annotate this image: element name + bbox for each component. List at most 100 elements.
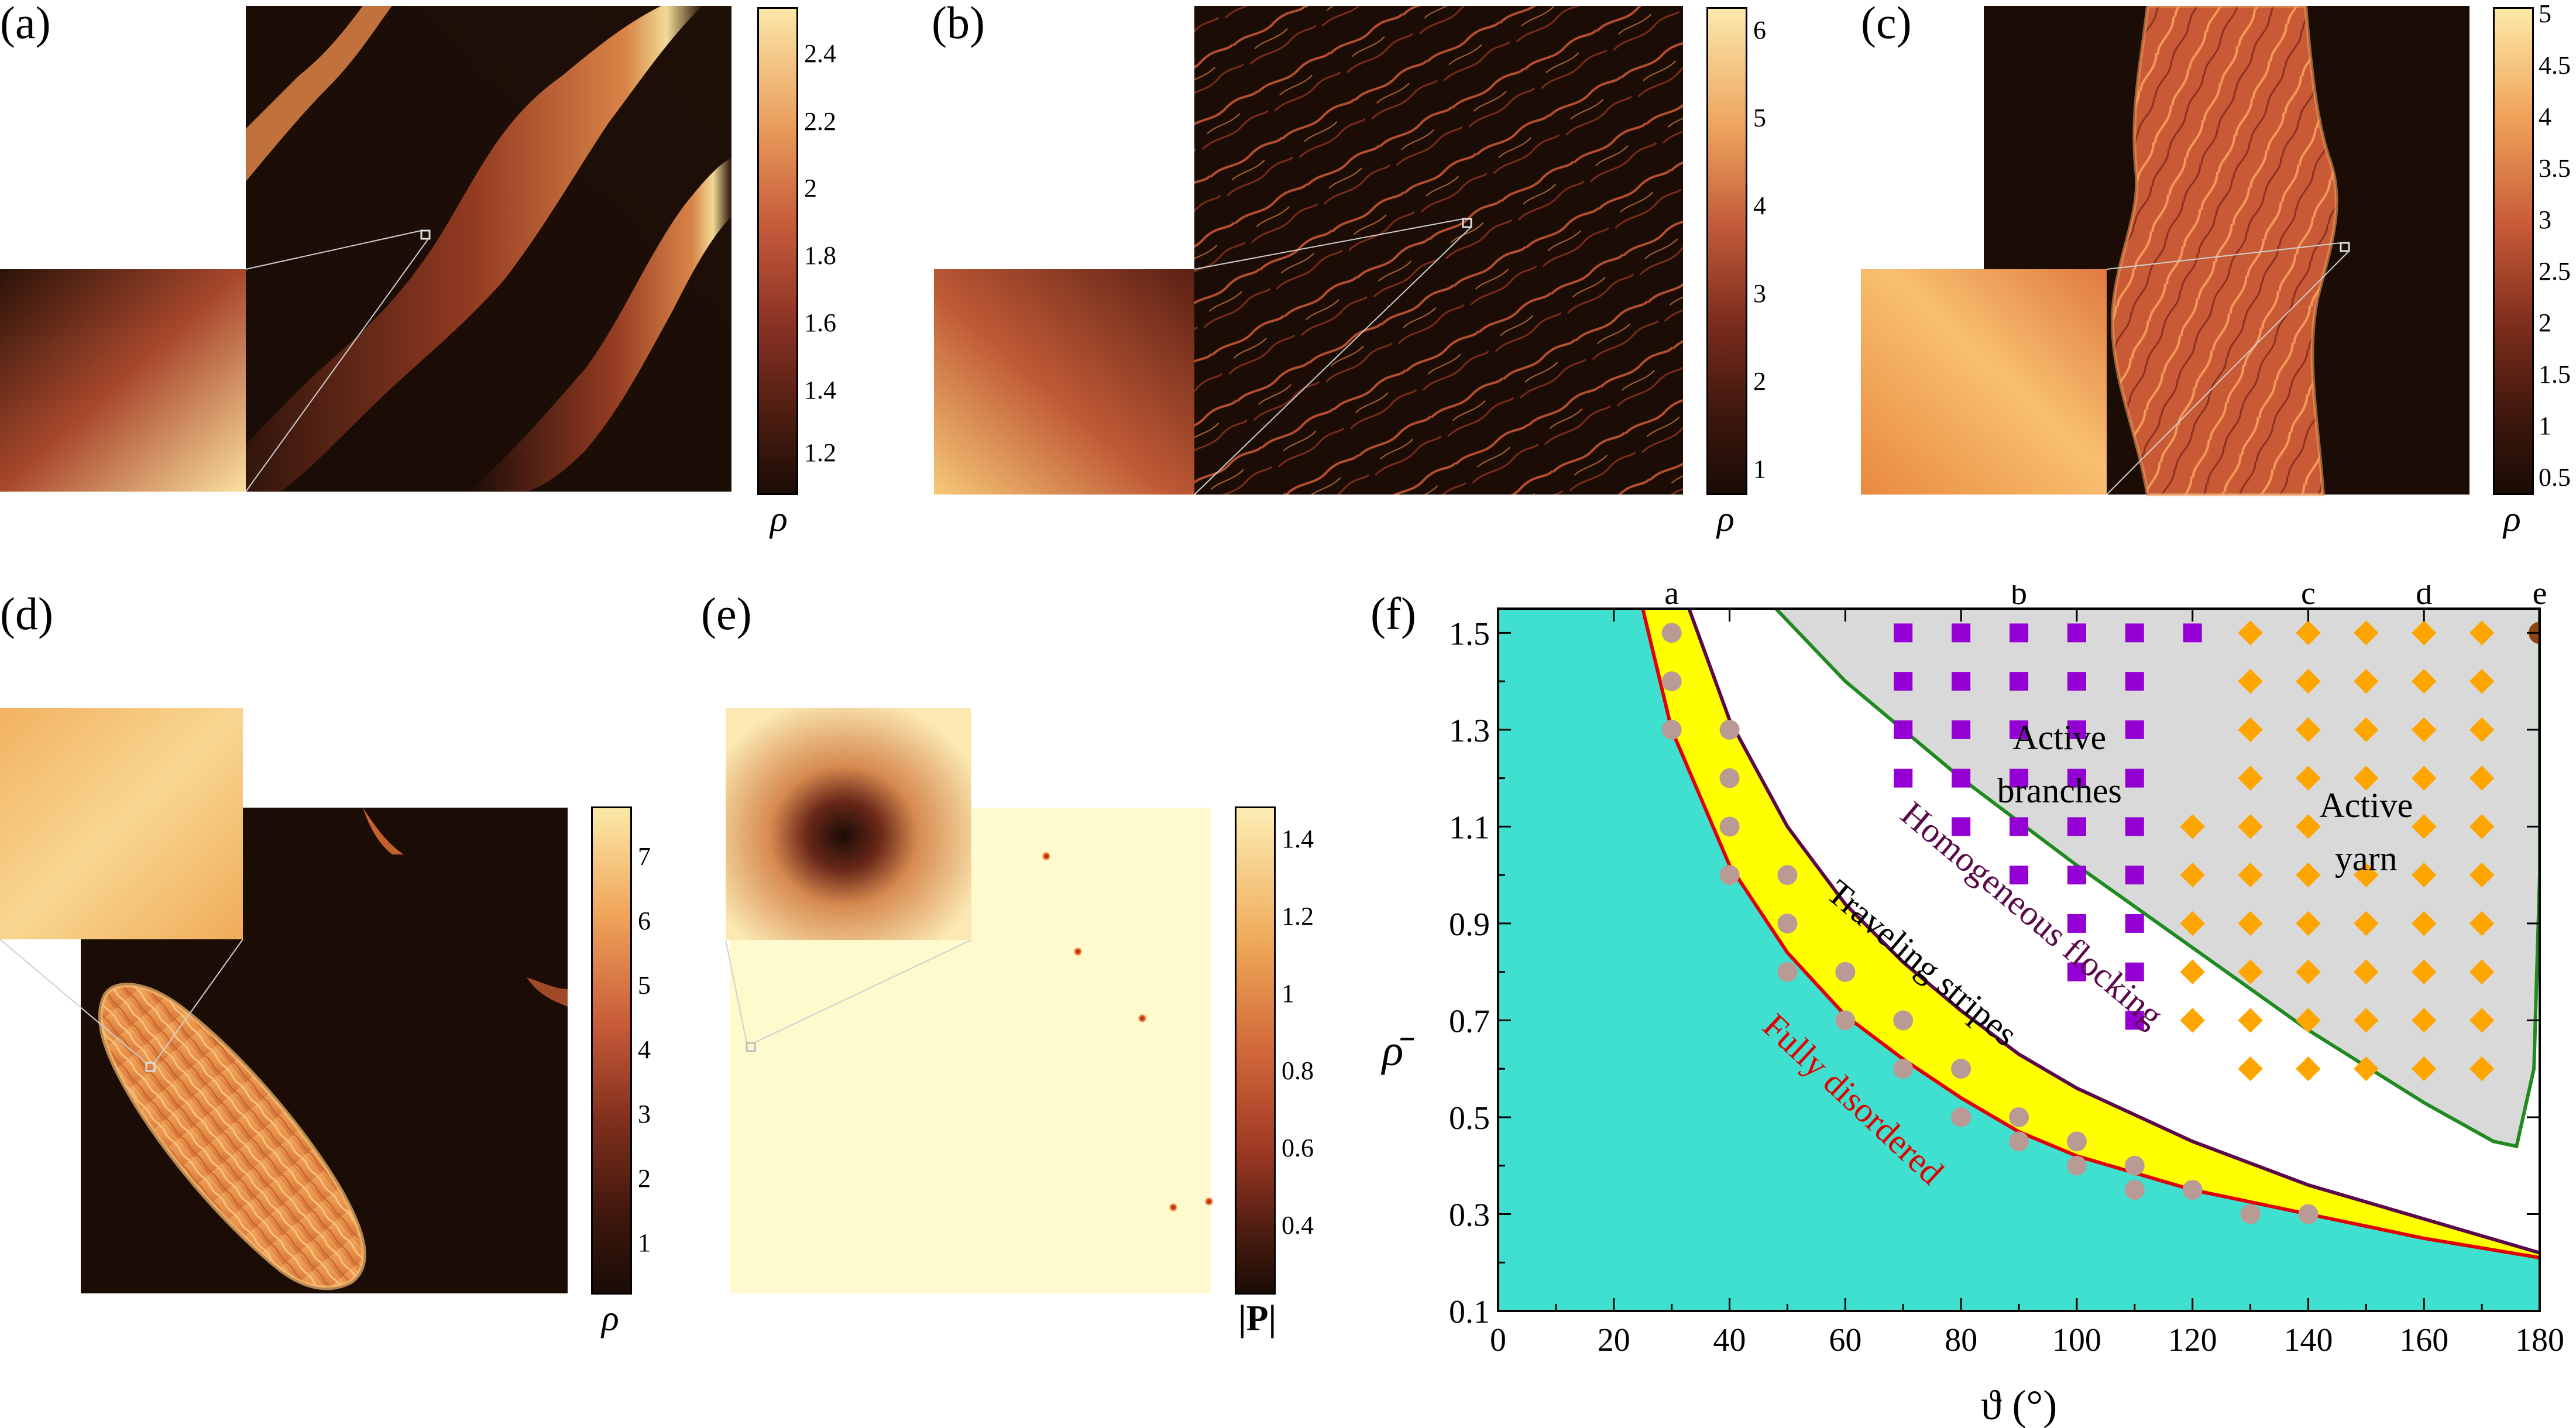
diamond-marker (2238, 959, 2263, 984)
diamond-marker (2412, 668, 2437, 694)
panel-a-field (0, 6, 731, 492)
colorbar-tick: 6 (638, 907, 651, 935)
square-marker (1952, 720, 1971, 739)
panel-d-colorbar-symbol: ρ (602, 1299, 619, 1338)
diamond-marker (2412, 717, 2437, 743)
diamond-marker (2238, 911, 2263, 936)
region-label: branches (1997, 771, 2122, 810)
circle-marker (2240, 1204, 2261, 1224)
circle-marker (2298, 1204, 2319, 1224)
x-tick-label: 20 (1598, 1322, 1630, 1358)
colorbar-tick: 2 (2539, 308, 2551, 337)
square-marker (2067, 768, 2086, 788)
square-marker (2125, 720, 2144, 739)
circle-marker (1951, 1107, 1972, 1127)
colorbar-tick: 7 (638, 842, 651, 871)
circle-marker (1777, 962, 1798, 982)
circle-marker (2009, 1107, 2029, 1127)
diamond-marker (2238, 1008, 2263, 1033)
circle-marker (1777, 913, 1798, 933)
circle-marker (1719, 865, 1740, 885)
square-marker (2067, 962, 2086, 981)
square-marker (2067, 866, 2086, 885)
colorbar-tick: 0.8 (1282, 1056, 1314, 1085)
square-marker (2125, 817, 2144, 836)
colorbar-tick: 0.4 (1282, 1211, 1314, 1240)
colorbar-tick: 1 (1282, 979, 1294, 1008)
diamond-marker (2180, 1008, 2205, 1033)
colorbar-tick: 1 (1753, 455, 1766, 483)
circle-marker (1893, 1059, 1914, 1079)
panel-f-label: (f) (1371, 588, 1416, 639)
square-marker (2183, 623, 2202, 643)
colorbar-tick: 4.5 (2539, 51, 2571, 80)
diamond-marker (2296, 1056, 2321, 1082)
colorbar-tick: 3 (638, 1100, 651, 1128)
colorbar-tick: 1.2 (804, 438, 836, 467)
square-marker (2010, 672, 2028, 691)
colorbar-tick: 5 (638, 971, 651, 1000)
diamond-marker (2238, 717, 2263, 743)
diamond-marker (2180, 911, 2205, 936)
diamond-marker (2412, 959, 2437, 984)
top-label: a (1664, 585, 1679, 612)
circle-marker (2066, 1155, 2087, 1176)
top-label: e (2533, 585, 2547, 612)
square-marker (1894, 672, 1913, 691)
square-marker (2067, 817, 2086, 836)
x-tick-label: 160 (2399, 1322, 2448, 1358)
circle-marker (2124, 1155, 2145, 1176)
circle-marker (1661, 623, 1682, 643)
diamond-marker (2412, 620, 2437, 646)
diamond-marker (2354, 911, 2379, 936)
diamond-marker (2180, 862, 2205, 888)
square-marker (1894, 623, 1913, 643)
diamond-marker (2296, 1008, 2321, 1033)
diamond-marker (2412, 862, 2437, 888)
active-region (1775, 609, 2540, 1146)
diamond-marker (2238, 1056, 2263, 1082)
circle-marker (1719, 719, 1740, 740)
traveling-stripes-region (1643, 609, 2540, 1258)
top-label: d (2416, 585, 2432, 612)
colorbar-tick: 6 (1753, 16, 1766, 44)
colorbar-tick: 4 (638, 1035, 651, 1064)
y-tick-label: 0.1 (1449, 1294, 1490, 1330)
square-marker (2125, 866, 2144, 885)
square-marker (2010, 817, 2028, 836)
circle-marker (1893, 1010, 1914, 1031)
panel-e-colorbar-symbol: |P| (1238, 1299, 1277, 1338)
panel-b-label: (b) (932, 0, 985, 48)
colorbar-tick: 1.5 (2539, 360, 2571, 389)
x-tick-label: 80 (1945, 1322, 1977, 1358)
square-marker (1894, 768, 1913, 788)
circle-marker (1719, 816, 1740, 837)
square-marker (2010, 866, 2028, 885)
panel-b-field (934, 6, 1683, 495)
x-tick-label: 0 (1490, 1322, 1506, 1358)
circle-marker (1835, 1010, 1856, 1031)
square-marker (2010, 768, 2028, 788)
colorbar-tick: 5 (1753, 104, 1766, 132)
diamond-marker (2412, 1008, 2437, 1033)
top-label: b (2011, 585, 2027, 612)
colorbar-tick: 3 (1753, 279, 1766, 308)
x-tick-label: 100 (2052, 1322, 2101, 1358)
square-marker (2125, 914, 2144, 933)
square-marker (2067, 672, 2086, 691)
colorbar-tick: 2.5 (2539, 257, 2571, 286)
square-marker (2067, 720, 2086, 739)
diamond-marker (2412, 814, 2437, 839)
diamond-marker (2296, 668, 2321, 694)
y-tick-label: 0.9 (1449, 907, 1490, 943)
x-axis-label: ϑ (°) (1981, 1382, 2057, 1428)
y-tick-label: 0.5 (1449, 1100, 1490, 1137)
circle-marker (2066, 1131, 2087, 1152)
circle-marker (2124, 1180, 2145, 1200)
colorbar-tick: 1 (638, 1228, 651, 1257)
diamond-marker (2180, 959, 2205, 984)
panel-c-label: (c) (1861, 0, 1912, 48)
diamond-marker (2412, 1056, 2437, 1082)
